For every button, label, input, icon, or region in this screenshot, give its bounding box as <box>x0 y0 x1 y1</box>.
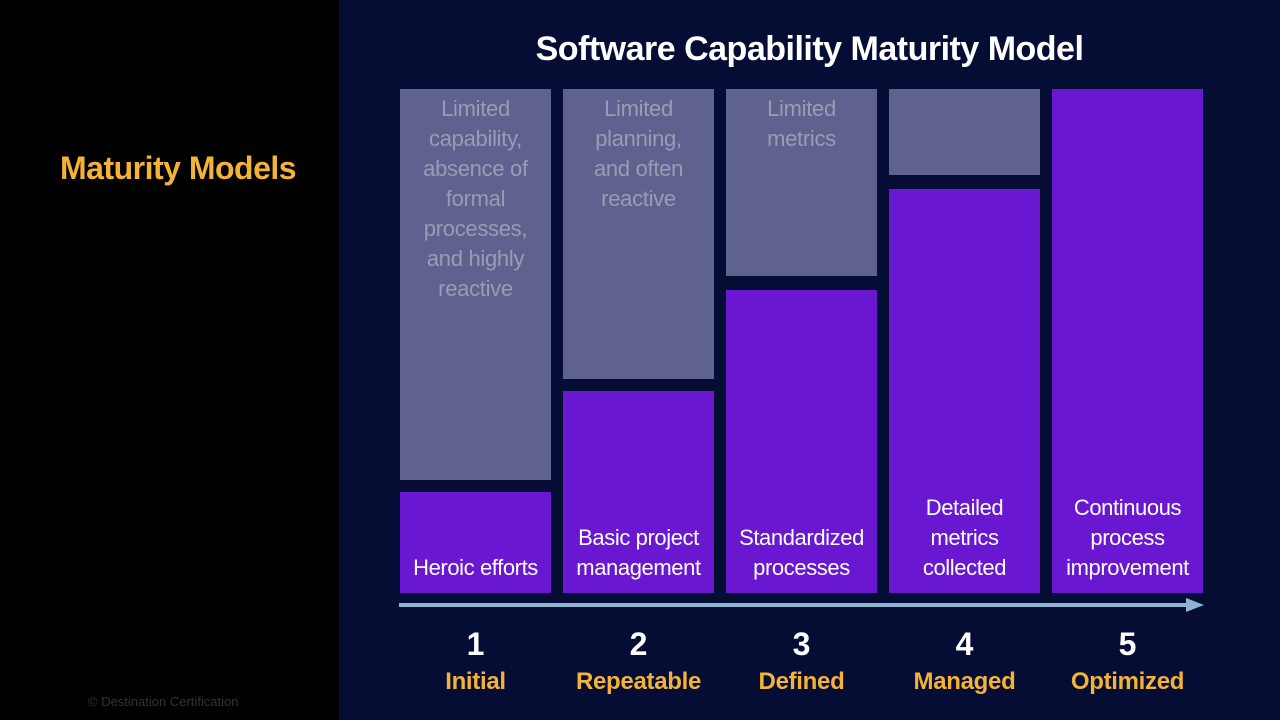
arrow-right-icon <box>1186 598 1204 612</box>
level-name-3: Defined <box>758 668 845 695</box>
practice-text-2: Basic project management <box>576 525 701 580</box>
practice-text-4: Detailed metrics collected <box>922 495 1007 580</box>
level-number-5: 5 <box>1118 626 1137 662</box>
level-number-1: 1 <box>466 626 485 662</box>
progression-arrow-line <box>399 603 1189 607</box>
level-number-3: 3 <box>792 626 811 662</box>
slide-title: Software Capability Maturity Model <box>535 30 1084 68</box>
practice-box-1: Heroic efforts <box>400 492 551 593</box>
level-name-5: Optimized <box>1070 668 1185 695</box>
practice-box-3: Standardized processes <box>726 290 877 593</box>
level-number-4: 4 <box>955 626 974 662</box>
practice-box-4: Detailed metrics collected <box>889 189 1040 593</box>
left-panel <box>0 0 339 720</box>
copyright-text: © Destination Certification <box>88 694 239 709</box>
level-column-3: Limited metrics Standardized processes <box>726 89 877 593</box>
level-column-1: Limited capability, absence of formal pr… <box>400 89 551 593</box>
level-number-2: 2 <box>629 626 648 662</box>
practice-text-5: Continuous process improvement <box>1066 495 1189 580</box>
level-column-4: Detailed metrics collected <box>889 89 1040 593</box>
limitation-box-2: Limited planning, and often reactive <box>563 89 714 379</box>
practice-text-3: Standardized processes <box>739 525 864 580</box>
level-column-5: Continuous process improvement <box>1052 89 1203 593</box>
section-title: Maturity Models <box>60 150 297 186</box>
level-column-2: Limited planning, and often reactive Bas… <box>563 89 714 593</box>
practice-box-2: Basic project management <box>563 391 714 593</box>
level-name-4: Managed <box>913 668 1016 695</box>
level-name-1: Initial <box>445 668 506 695</box>
limitation-box-1: Limited capability, absence of formal pr… <box>400 89 551 480</box>
practice-text-1: Heroic efforts <box>413 555 538 580</box>
limitation-box-3: Limited metrics <box>726 89 877 276</box>
limitation-box-4 <box>889 89 1040 175</box>
practice-box-5: Continuous process improvement <box>1052 89 1203 593</box>
level-name-2: Repeatable <box>575 668 702 695</box>
